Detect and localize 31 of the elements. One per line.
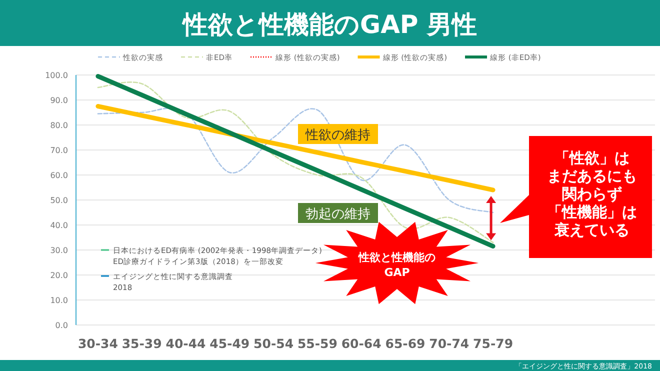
annotation: 勃起の維持 (306, 207, 370, 222)
text: 「性機能」は (547, 203, 637, 221)
x-tick-label: 70-74 (429, 336, 470, 351)
annotation: 性欲と性機能の GAP (358, 251, 436, 279)
chart-title: 性欲と性機能のGAP 男性 (181, 10, 477, 39)
y-tick-label: 80.0 (50, 121, 68, 130)
x-tick-label: 30-34 (78, 336, 118, 351)
y-tick-label: 20.0 (50, 271, 68, 280)
x-tick-label: 75-79 (473, 336, 514, 351)
text: 衰えている (554, 221, 630, 239)
x-tick-label: 50-54 (254, 336, 294, 351)
text: まだあるにも (547, 167, 637, 185)
y-tick-label: 10.0 (50, 296, 68, 305)
x-tick-label: 55-59 (297, 336, 338, 351)
text: 関わらず (562, 185, 622, 203)
y-tick-label: 40.0 (50, 221, 68, 230)
y-tick-label: 60.0 (50, 171, 68, 180)
y-tick-label: 0.0 (55, 321, 68, 330)
x-tick-label: 35-39 (122, 336, 162, 351)
y-tick-label: 100.0 (45, 71, 68, 80)
y-tick-label: 90.0 (50, 96, 68, 105)
y-tick-label: 70.0 (50, 146, 68, 155)
x-tick-label: 40-44 (166, 336, 206, 351)
x-tick-label: 60-64 (341, 336, 382, 351)
x-tick-label: 45-49 (210, 336, 250, 351)
y-tick-label: 30.0 (50, 246, 68, 255)
text: 「性欲」は (554, 149, 630, 167)
annotation: 性欲の維持 (304, 128, 370, 143)
line-series (96, 104, 496, 192)
x-tick-label: 65-69 (385, 336, 426, 351)
y-tick-label: 50.0 (50, 196, 68, 205)
